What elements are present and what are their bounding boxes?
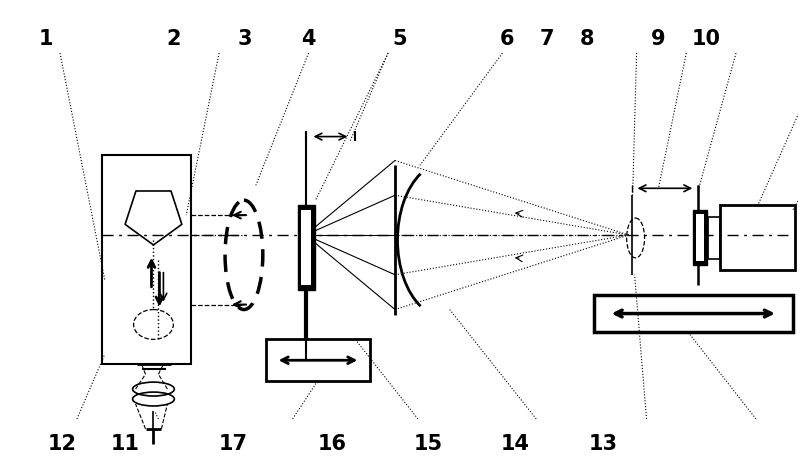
Text: 1: 1	[39, 29, 54, 49]
Text: 10: 10	[692, 29, 721, 49]
Text: 9: 9	[651, 29, 666, 49]
Bar	[694, 210, 707, 265]
Text: 7: 7	[540, 29, 554, 49]
Text: 17: 17	[218, 434, 247, 454]
Text: 15: 15	[414, 434, 442, 454]
Text: 5: 5	[393, 29, 407, 49]
Bar	[594, 295, 793, 332]
Text: 3: 3	[238, 29, 252, 49]
Text: 13: 13	[588, 434, 618, 454]
Bar	[298, 205, 314, 290]
Bar	[720, 205, 794, 270]
Bar	[696, 214, 704, 261]
Bar	[301, 210, 310, 285]
Text: 8: 8	[580, 29, 594, 49]
Text: 4: 4	[302, 29, 316, 49]
Bar	[708, 217, 720, 259]
Text: 16: 16	[318, 434, 347, 454]
Bar	[266, 339, 370, 381]
Text: 6: 6	[500, 29, 514, 49]
Text: 11: 11	[111, 434, 140, 454]
Text: 12: 12	[47, 434, 77, 454]
Text: 14: 14	[501, 434, 530, 454]
Bar	[102, 156, 191, 364]
Text: 2: 2	[166, 29, 181, 49]
